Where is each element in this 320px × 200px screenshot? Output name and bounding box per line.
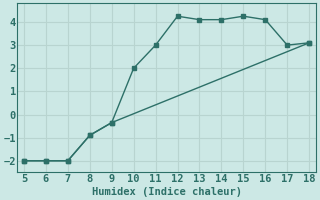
X-axis label: Humidex (Indice chaleur): Humidex (Indice chaleur) bbox=[92, 186, 242, 197]
